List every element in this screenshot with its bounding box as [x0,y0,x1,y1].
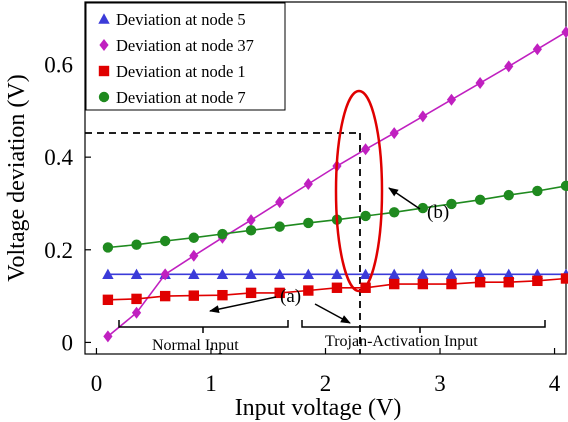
y-tick-label: 0.6 [44,53,73,78]
data-point [446,278,457,290]
arrow-a-left [209,296,277,314]
data-point [474,277,486,288]
data-point [131,306,142,319]
legend-box [85,2,286,111]
reference-lines [85,132,361,354]
data-point [389,127,399,140]
data-point [417,268,429,280]
data-point [246,214,256,227]
legend-marker [98,91,110,103]
data-point [503,268,515,280]
data-point [103,330,113,343]
data-point [561,26,568,39]
data-point [102,242,114,253]
data-point [560,273,568,284]
data-point [274,221,285,232]
data-point [331,282,343,293]
legend: Deviation at node 5 Deviation at node 37 D… [85,2,286,111]
label-normal-input: Normal Input [152,337,239,354]
highlight-ellipse [334,89,384,293]
legend-entry: Deviation at node 5 [116,10,246,29]
series-1 [102,268,568,280]
data-point [188,290,199,301]
data-point [188,232,199,243]
data-point [245,268,257,280]
data-point [331,268,343,280]
data-point [474,268,486,280]
bracket-trojan-activation-input [301,320,546,333]
data-point [417,278,429,290]
data-point [388,268,400,280]
data-point [188,268,200,280]
data-point [245,225,257,236]
x-tick-label: 4 [549,371,561,396]
data-point [503,189,514,201]
annotation-a: (a) [280,286,301,307]
data-point [475,77,485,90]
data-point [130,268,143,280]
y-axis-label: Voltage deviation (V) [4,74,30,282]
data-point [159,235,171,247]
x-tick-label: 3 [434,371,446,396]
data-point [446,93,457,106]
x-tick-label: 1 [205,371,217,396]
data-point [504,60,514,73]
data-point [303,178,313,191]
data-point [474,194,486,205]
data-point [360,143,371,156]
data-point [532,275,543,287]
data-point [360,210,371,222]
data-point [532,43,542,56]
bracket-normal-input [118,320,289,333]
data-point [131,239,142,250]
data-point [389,207,400,218]
data-point [389,278,400,290]
data-point [532,185,543,197]
legend-marker [98,65,110,77]
data-point [160,268,170,281]
legend-marker [99,39,109,51]
data-point [216,268,229,280]
data-point [446,198,457,210]
label-trojan-activation-input: Trojan-Activation Input [325,333,478,350]
x-tick-label: 2 [320,371,332,396]
y-tick-label: 0.4 [44,145,73,170]
data-point [274,287,285,299]
data-point [217,228,228,240]
y-tick-label: 0.2 [44,238,73,263]
legend-marker [98,13,110,24]
data-point [189,249,199,262]
data-point [275,196,285,209]
data-point [159,290,171,302]
data-point [245,287,257,299]
data-point [102,294,114,306]
arrow-b [388,187,421,210]
axis-ticks: 0 1 2 3 4 0 0.2 0.4 0.6 [44,53,561,396]
arrow-a-right [314,303,351,324]
annotation-b: (b) [427,202,449,223]
x-axis-label: Input voltage (V) [235,395,402,421]
data-point [102,268,114,280]
data-point [303,217,314,229]
data-point [359,268,372,280]
legend-entry: Deviation at node 7 [116,88,246,107]
data-point [503,277,514,288]
data-point [273,268,286,280]
data-point [302,268,315,280]
legend-entry: Deviation at node 1 [116,62,246,81]
x-tick-label: 0 [91,371,103,396]
legend-entry: Deviation at node 37 [116,36,254,55]
data-point [303,285,314,296]
data-point [418,110,428,123]
data-point [560,180,568,192]
data-point [417,202,429,214]
y-tick-label: 0 [62,330,74,355]
data-point [217,289,228,301]
data-point [445,268,458,280]
data-point [131,293,142,305]
annotation-layer: (b) (a) Normal Input Trojan-Activation I… [118,89,546,354]
